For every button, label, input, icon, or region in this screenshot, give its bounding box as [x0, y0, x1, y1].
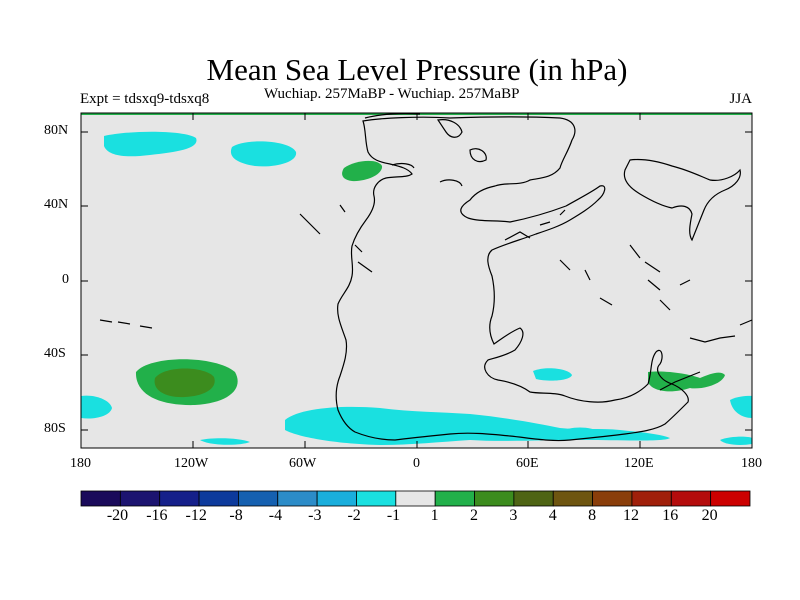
island-chain-2 — [504, 209, 566, 241]
x-tick-label-180w: 180 — [70, 456, 91, 471]
x-tick-label-60W: 60W — [289, 456, 317, 471]
pangaea-coastline — [335, 116, 689, 442]
y-tick-label-80N: 80N — [44, 123, 69, 138]
y-tick-label-0: 0 — [62, 272, 69, 287]
colorbar-box — [119, 490, 161, 507]
y-tick-label-80S: 80S — [44, 421, 66, 436]
coastlines — [99, 113, 753, 442]
season-label: JJA — [729, 91, 752, 107]
plot-title: Mean Sea Level Pressure (in hPa) — [206, 52, 628, 87]
colorbar-label: 3 — [509, 507, 518, 524]
colorbar-label: -16 — [146, 507, 168, 524]
colorbar-label: 20 — [701, 507, 718, 524]
colorbar-label: 12 — [622, 507, 639, 524]
darkgreen-patch-south-pacific — [154, 368, 215, 398]
colorbar — [80, 490, 751, 507]
north-lakes — [391, 162, 463, 187]
cyan-patch-far-south-east2 — [720, 436, 752, 445]
colorbar-box — [80, 490, 121, 507]
cyan-patch-indian-ocean — [533, 368, 572, 381]
left-ticks — [81, 131, 752, 431]
colorbar-label: -8 — [229, 507, 243, 524]
colorbar-box — [710, 490, 751, 507]
colorbar-box — [434, 490, 475, 507]
x-tick-label-60E: 60E — [516, 456, 539, 471]
colorbar-label: -4 — [268, 507, 283, 524]
colorbar-label: -12 — [185, 507, 207, 524]
colorbar-label: -1 — [386, 507, 401, 524]
colorbar-label: -20 — [106, 507, 129, 524]
cyan-patch-north-pacific — [104, 131, 197, 157]
southeast-islands — [659, 371, 701, 391]
island-chain-3 — [629, 244, 691, 311]
x-tick-label-120W: 120W — [174, 456, 209, 471]
colorbar-box — [395, 490, 436, 507]
pacific-islands — [99, 319, 153, 329]
island-chain-1 — [299, 204, 373, 273]
cyan-patch-south-of-africa — [560, 427, 600, 437]
arctic-islands — [364, 113, 487, 163]
cyan-patch-far-southwest — [200, 438, 250, 445]
island-chain-4 — [559, 259, 613, 306]
y-tick-label-40S: 40S — [44, 346, 66, 361]
colorbar-box — [316, 490, 357, 507]
cyan-patch-southeast-pacific — [81, 395, 112, 419]
green-patch-arctic — [342, 160, 383, 182]
experiment-label: Expt = tdsxq9-tdsxq8 — [80, 91, 210, 107]
shaded-anomalies — [81, 131, 752, 445]
colorbar-box — [277, 490, 318, 507]
colorbar-box — [592, 490, 633, 507]
x-tick-label-0: 0 — [413, 456, 420, 471]
colorbar-box — [552, 490, 593, 507]
x-tick-label-180e: 180 — [741, 456, 762, 471]
east-islands — [689, 319, 753, 343]
colorbar-box — [198, 490, 239, 507]
colorbar-box — [159, 490, 200, 507]
colorbar-label: -3 — [308, 507, 322, 524]
cathaysia-coastline — [623, 158, 741, 242]
colorbar-label: 4 — [548, 507, 557, 524]
colorbar-box — [474, 490, 515, 507]
y-tick-label-40N: 40N — [44, 197, 69, 212]
colorbar-box — [670, 490, 712, 507]
cyan-patch-far-south-east — [730, 395, 752, 418]
cyan-patch-north-atlantic — [230, 141, 297, 167]
colorbar-box — [513, 490, 554, 507]
colorbar-label: 16 — [662, 507, 679, 524]
colorbar-box — [238, 490, 279, 507]
colorbar-label: 2 — [470, 507, 479, 524]
colorbar-box — [631, 490, 672, 507]
colorbar-label: 1 — [430, 507, 439, 524]
colorbar-label: 8 — [588, 507, 597, 524]
colorbar-label: -2 — [347, 507, 361, 524]
colorbar-box — [356, 490, 397, 507]
bottom-ticks — [80, 113, 753, 448]
period-label: Wuchiap. 257MaBP - Wuchiap. 257MaBP — [264, 86, 520, 102]
x-tick-label-120E: 120E — [624, 456, 654, 471]
